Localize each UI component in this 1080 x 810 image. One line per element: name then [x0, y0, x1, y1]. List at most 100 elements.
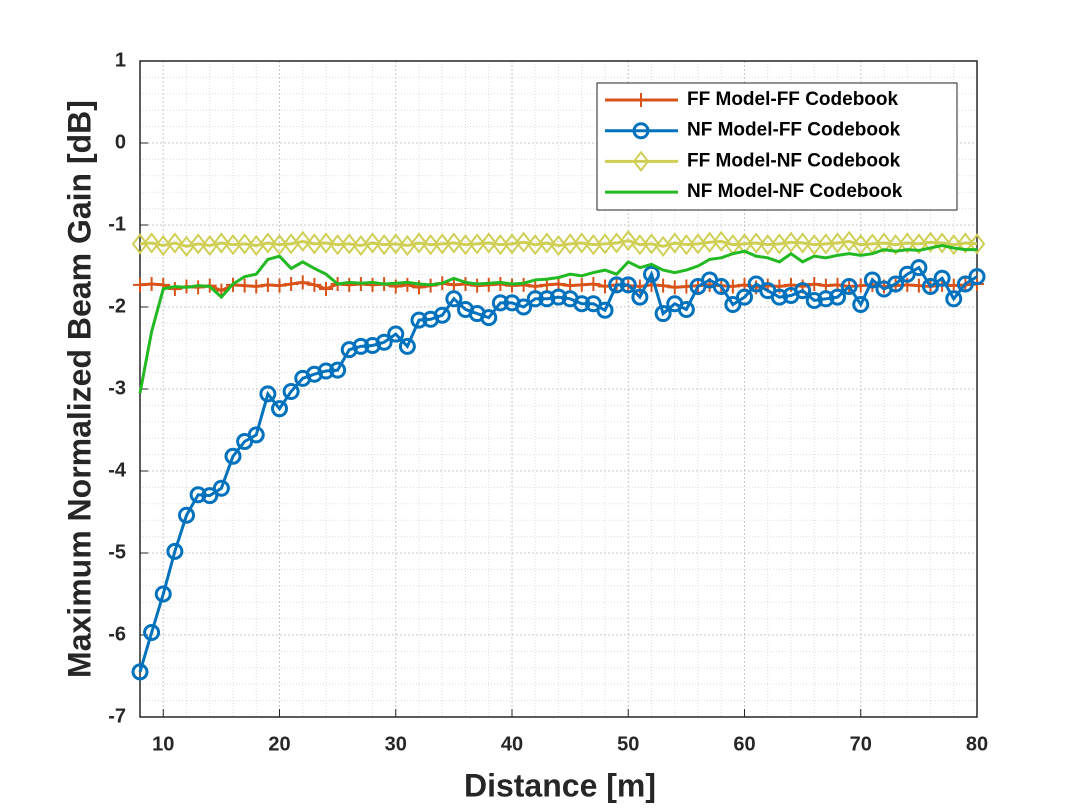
marker	[295, 275, 310, 290]
marker	[956, 275, 974, 293]
y-tick-label: -1	[108, 213, 126, 235]
series-line	[138, 265, 978, 673]
marker	[131, 663, 149, 681]
marker	[375, 333, 393, 351]
marker	[817, 290, 835, 308]
legend-marker	[632, 150, 650, 173]
marker	[933, 232, 951, 254]
marker	[619, 229, 637, 252]
marker	[201, 487, 219, 505]
marker	[491, 294, 509, 312]
marker	[213, 232, 230, 254]
marker	[178, 506, 195, 524]
x-tick-label: 50	[617, 733, 639, 755]
marker	[573, 232, 591, 254]
marker	[666, 232, 684, 254]
marker	[619, 276, 637, 294]
marker	[375, 234, 393, 256]
marker	[319, 281, 333, 296]
y-tick-label: 0	[115, 131, 126, 153]
marker	[317, 232, 335, 254]
marker	[922, 278, 939, 295]
marker	[887, 275, 905, 293]
y-tick-label: -5	[108, 541, 126, 563]
x-tick-label: 70	[850, 733, 872, 755]
marker	[131, 233, 149, 255]
marker	[189, 233, 207, 255]
x-tick-label: 20	[268, 733, 290, 755]
marker	[701, 231, 718, 253]
marker	[364, 232, 381, 254]
marker	[259, 385, 277, 403]
marker	[863, 271, 881, 289]
marker	[794, 232, 811, 254]
marker	[307, 277, 322, 292]
marker	[608, 276, 626, 294]
marker	[957, 232, 974, 254]
marker	[538, 232, 556, 254]
marker	[794, 282, 812, 300]
marker	[910, 259, 928, 277]
x-tick-label: 80	[966, 733, 988, 755]
marker	[875, 232, 893, 254]
marker	[410, 232, 428, 254]
marker	[770, 288, 788, 306]
marker	[712, 230, 730, 253]
marker	[643, 265, 660, 283]
marker	[271, 234, 288, 256]
legend-label: FF Model-NF Codebook	[687, 150, 901, 171]
x-axis-label: Distance [m]	[464, 767, 656, 803]
marker	[596, 301, 614, 319]
marker	[154, 585, 172, 603]
marker	[166, 232, 184, 254]
marker	[236, 233, 253, 255]
legend-box	[596, 82, 958, 211]
marker	[468, 233, 486, 255]
marker	[143, 624, 161, 642]
marker	[400, 277, 415, 292]
marker	[631, 288, 649, 306]
y-tick-label: -2	[108, 295, 126, 317]
marker	[586, 277, 601, 292]
marker	[852, 234, 870, 256]
marker	[340, 233, 358, 255]
marker	[817, 233, 835, 255]
marker	[480, 232, 498, 254]
y-tick-label: -4	[108, 459, 127, 481]
marker	[445, 290, 463, 308]
x-tick-label: 40	[501, 733, 523, 755]
marker	[654, 305, 672, 323]
marker	[585, 234, 602, 256]
marker	[212, 479, 230, 497]
series-line	[139, 239, 978, 248]
x-tick-label: 30	[385, 733, 407, 755]
marker	[759, 234, 777, 256]
marker	[643, 233, 660, 255]
marker	[561, 233, 579, 255]
legend-marker	[632, 122, 650, 140]
marker	[573, 295, 591, 313]
marker	[410, 311, 428, 329]
marker	[807, 277, 822, 292]
marker	[143, 232, 160, 254]
marker	[284, 277, 299, 292]
marker	[678, 234, 695, 256]
marker	[387, 233, 405, 255]
marker	[249, 279, 264, 294]
marker	[631, 234, 649, 256]
marker	[805, 234, 823, 256]
y-tick-label: -3	[108, 377, 126, 399]
marker	[898, 232, 916, 254]
marker	[492, 234, 509, 256]
marker	[922, 231, 939, 253]
marker	[747, 232, 765, 254]
marker	[515, 298, 533, 316]
marker	[422, 234, 439, 256]
series-line	[138, 243, 977, 394]
marker	[724, 296, 742, 314]
x-tick-label: 60	[733, 733, 755, 755]
legend-label: NF Model-FF Codebook	[687, 120, 901, 141]
marker	[329, 234, 346, 256]
marker	[189, 486, 207, 504]
marker	[840, 230, 858, 253]
